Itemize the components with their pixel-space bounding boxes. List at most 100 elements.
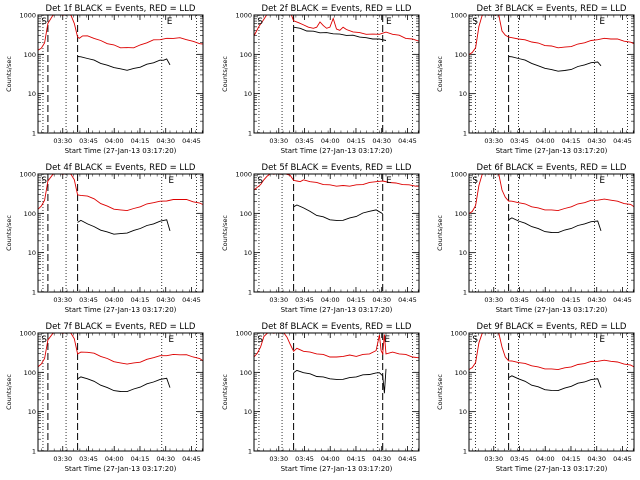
panel-4: Det 4f BLACK = Events, RED = LLD Counts/s…: [5, 163, 204, 314]
y-tick-label: 1000: [450, 12, 467, 20]
x-tick-label: 04:00: [105, 137, 124, 145]
x-axis-label: Start Time (27-Jan-13 03:17:20): [496, 306, 608, 314]
events-series-line: [293, 368, 387, 394]
x-tick-label: 03:30: [53, 455, 72, 463]
x-tick-label: 04:15: [131, 455, 150, 463]
x-tick-label: 04:45: [613, 455, 632, 463]
plot-frame: [468, 173, 635, 293]
x-tick-label: 04:00: [536, 296, 555, 304]
y-tick-label: 10: [244, 249, 252, 257]
panel-1: Det 1f BLACK = Events, RED = LLD Counts/s…: [5, 4, 204, 155]
y-tick-label: 100: [455, 369, 467, 377]
events-series-line: [77, 376, 171, 393]
x-tick-label: 04:30: [156, 455, 175, 463]
y-tick-label: 1000: [19, 12, 36, 20]
y-axis-label: Counts/sec: [436, 374, 444, 410]
x-axis-label: Start Time (27-Jan-13 03:17:20): [281, 306, 393, 314]
x-tick-label: 04:45: [398, 137, 417, 145]
x-tick-label: 03:45: [79, 296, 98, 304]
y-axis-label: Counts/sec: [5, 56, 13, 92]
x-tick-label: 04:45: [182, 455, 201, 463]
lld-series-line: [38, 174, 203, 212]
panel-6: Det 6f BLACK = Events, RED = LLD Counts/s…: [436, 163, 635, 314]
marker-label-s: S: [41, 176, 47, 186]
plot-frame: [468, 14, 635, 134]
panel-9: Det 9f BLACK = Events, RED = LLD Counts/s…: [436, 322, 635, 473]
plot-frame: [253, 14, 420, 134]
panel-title: Det 8f BLACK = Events, RED = LLD: [262, 322, 412, 332]
lld-series-line: [254, 15, 419, 42]
lld-series-line: [254, 174, 419, 191]
panel-2: Det 2f BLACK = Events, RED = LLD Counts/s…: [221, 4, 420, 155]
x-axis-label: Start Time (27-Jan-13 03:17:20): [65, 465, 177, 473]
lld-series-line: [469, 174, 634, 215]
x-tick-label: 04:30: [372, 455, 391, 463]
x-tick-label: 04:30: [587, 137, 606, 145]
x-tick-label: 03:30: [269, 137, 288, 145]
lld-series-line: [469, 15, 634, 56]
panel-title: Det 1f BLACK = Events, RED = LLD: [46, 4, 196, 14]
x-tick-label: 03:30: [269, 455, 288, 463]
x-axis-label: Start Time (27-Jan-13 03:17:20): [65, 147, 177, 155]
x-axis-label: Start Time (27-Jan-13 03:17:20): [496, 465, 608, 473]
panel-title: Det 3f BLACK = Events, RED = LLD: [477, 4, 627, 14]
x-tick-label: 04:15: [347, 455, 366, 463]
panel-title: Det 7f BLACK = Events, RED = LLD: [46, 322, 196, 332]
y-tick-label: 100: [24, 369, 36, 377]
x-tick-label: 04:00: [536, 137, 555, 145]
x-axis-label: Start Time (27-Jan-13 03:17:20): [281, 147, 393, 155]
panel-title: Det 2f BLACK = Events, RED = LLD: [262, 4, 412, 14]
y-axis-label: Counts/sec: [436, 56, 444, 92]
y-tick-label: 100: [24, 51, 36, 59]
y-tick-label: 100: [240, 51, 252, 59]
panel-7: Det 7f BLACK = Events, RED = LLD Counts/s…: [5, 322, 204, 473]
marker-label-s: S: [472, 335, 478, 345]
marker-label-s: S: [472, 176, 478, 186]
y-tick-label: 1: [463, 448, 467, 456]
marker-label-s: S: [257, 17, 263, 27]
x-tick-label: 04:15: [562, 455, 581, 463]
plot-frame: [253, 173, 420, 293]
marker-label-s: S: [472, 17, 478, 27]
marker-label-s: S: [41, 335, 47, 345]
x-tick-label: 03:30: [53, 296, 72, 304]
lld-series-line: [38, 15, 203, 51]
x-tick-label: 04:30: [156, 137, 175, 145]
x-tick-label: 04:15: [131, 296, 150, 304]
x-tick-label: 04:30: [587, 455, 606, 463]
marker-label-e: E: [386, 176, 392, 186]
events-series-line: [508, 56, 602, 72]
marker-label-s: S: [257, 335, 263, 345]
plot-frame: [37, 14, 204, 134]
x-tick-label: 03:30: [269, 296, 288, 304]
y-tick-label: 1000: [19, 171, 36, 179]
y-tick-label: 1: [32, 448, 36, 456]
x-tick-label: 03:30: [484, 455, 503, 463]
events-series-line: [77, 219, 171, 235]
marker-label-e: E: [599, 335, 605, 345]
x-tick-label: 04:45: [182, 296, 201, 304]
y-tick-label: 1000: [19, 330, 36, 338]
x-tick-label: 04:00: [321, 455, 340, 463]
x-tick-label: 04:00: [536, 455, 555, 463]
y-axis-label: Counts/sec: [5, 215, 13, 251]
x-tick-label: 03:45: [295, 455, 314, 463]
x-tick-label: 04:30: [587, 296, 606, 304]
x-tick-label: 04:30: [372, 296, 391, 304]
marker-label-e: E: [599, 176, 605, 186]
marker-label-e: E: [386, 17, 392, 27]
marker-label-e: E: [384, 335, 390, 345]
x-tick-label: 04:00: [321, 296, 340, 304]
y-tick-label: 1: [463, 130, 467, 138]
x-tick-label: 04:15: [347, 137, 366, 145]
y-tick-label: 1000: [235, 330, 252, 338]
x-tick-label: 04:00: [321, 137, 340, 145]
x-tick-label: 03:30: [484, 137, 503, 145]
y-tick-label: 100: [24, 210, 36, 218]
x-tick-label: 03:45: [510, 296, 529, 304]
marker-label-s: S: [257, 176, 263, 186]
x-tick-label: 04:15: [562, 137, 581, 145]
panel-title: Det 6f BLACK = Events, RED = LLD: [477, 163, 627, 173]
plot-frame: [37, 332, 204, 452]
